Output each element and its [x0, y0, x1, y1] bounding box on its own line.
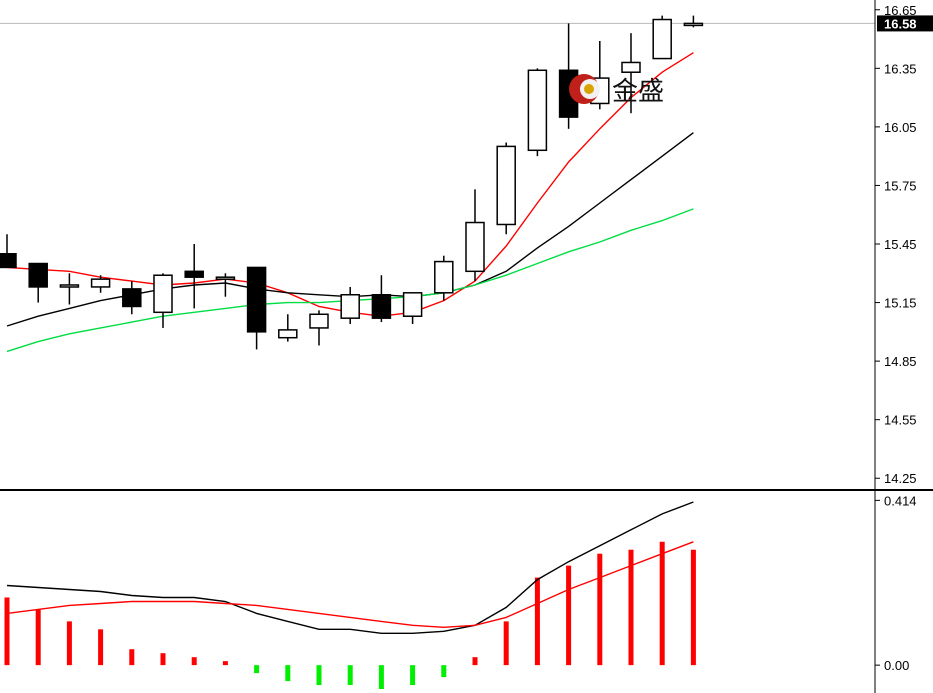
candle [59, 273, 80, 305]
candle [90, 275, 111, 293]
indicator-bar [534, 577, 540, 666]
indicator-bar [690, 549, 696, 666]
candle [340, 286, 360, 325]
candle-body [652, 18, 672, 60]
candle [402, 292, 423, 325]
logo-icon-core [584, 84, 594, 94]
price-tick-label: 14.25 [884, 471, 917, 486]
candle [496, 142, 516, 235]
price-tick-label: 15.45 [884, 237, 917, 252]
logo: 金盛 [569, 74, 664, 107]
candle [246, 266, 267, 350]
indicator-bar [347, 665, 353, 686]
price-tick-label: 14.85 [884, 354, 917, 369]
last-price-label: 16.58 [884, 16, 917, 31]
indicator-line-0 [6, 501, 694, 634]
candle [28, 262, 48, 303]
indicator-bar [503, 621, 509, 666]
candle-body [309, 313, 329, 329]
indicator-line-1 [6, 541, 694, 629]
candle [184, 244, 204, 309]
price-tick-label: 15.75 [884, 178, 917, 193]
price-tick-label: 16.35 [884, 61, 917, 76]
indicator-bar [129, 649, 135, 666]
indicator-bar [35, 609, 41, 666]
candle [215, 273, 236, 297]
indicator-bar [628, 549, 634, 666]
candle-body [215, 276, 236, 280]
candle [527, 68, 548, 157]
indicator-bar [316, 665, 322, 686]
logo-text: 金盛 [612, 77, 664, 107]
candle [434, 255, 454, 301]
indicator-bar [66, 621, 72, 666]
candle-body [90, 278, 111, 288]
indicator-bar [441, 665, 447, 678]
candle [153, 273, 173, 328]
indicator-bar [378, 665, 384, 690]
candle [465, 189, 485, 282]
candle [309, 310, 329, 346]
indicator-bar [98, 629, 104, 666]
candle-body [496, 145, 516, 226]
candle-body [28, 262, 48, 288]
indicator-bar [254, 665, 260, 674]
indicator-bar [191, 657, 197, 666]
candle-body [527, 69, 548, 152]
last-price-tag [877, 15, 933, 32]
indicator-bar [410, 665, 416, 686]
price-tick-label: 16.05 [884, 120, 917, 135]
indicator-bar [4, 597, 10, 666]
candle-body [371, 294, 392, 319]
indicator-tick-label: 0.00 [884, 658, 909, 673]
indicator-panel [4, 501, 696, 690]
indicator-bar [285, 665, 291, 682]
candle-body [434, 260, 454, 294]
candle-body [402, 292, 423, 317]
candle-body [683, 22, 704, 27]
candle-body [621, 61, 641, 73]
candle [683, 15, 704, 28]
candle [371, 275, 392, 323]
candle-body [465, 221, 485, 273]
candle-body [153, 274, 173, 314]
candle-body [246, 266, 267, 333]
candle-body [278, 329, 298, 339]
candle-body [59, 284, 80, 288]
candle-body [184, 270, 204, 278]
price-tick-label: 16.65 [884, 3, 917, 18]
candle [621, 33, 641, 114]
candle-body [340, 294, 360, 319]
indicator-bar [222, 661, 228, 666]
indicator-bar [566, 565, 572, 666]
indicator-bar [597, 553, 603, 666]
candle-body [0, 253, 17, 269]
price-tick-label: 14.55 [884, 413, 917, 428]
indicator-tick-label: 0.414 [884, 493, 917, 508]
price-tick-label: 15.15 [884, 296, 917, 311]
candle [652, 15, 672, 60]
candle-body [122, 288, 142, 308]
indicator-bar [472, 657, 478, 666]
indicator-bar [160, 653, 166, 666]
candle [278, 314, 298, 342]
indicator-bar [659, 541, 665, 666]
candle [0, 234, 17, 269]
candle [122, 281, 142, 315]
